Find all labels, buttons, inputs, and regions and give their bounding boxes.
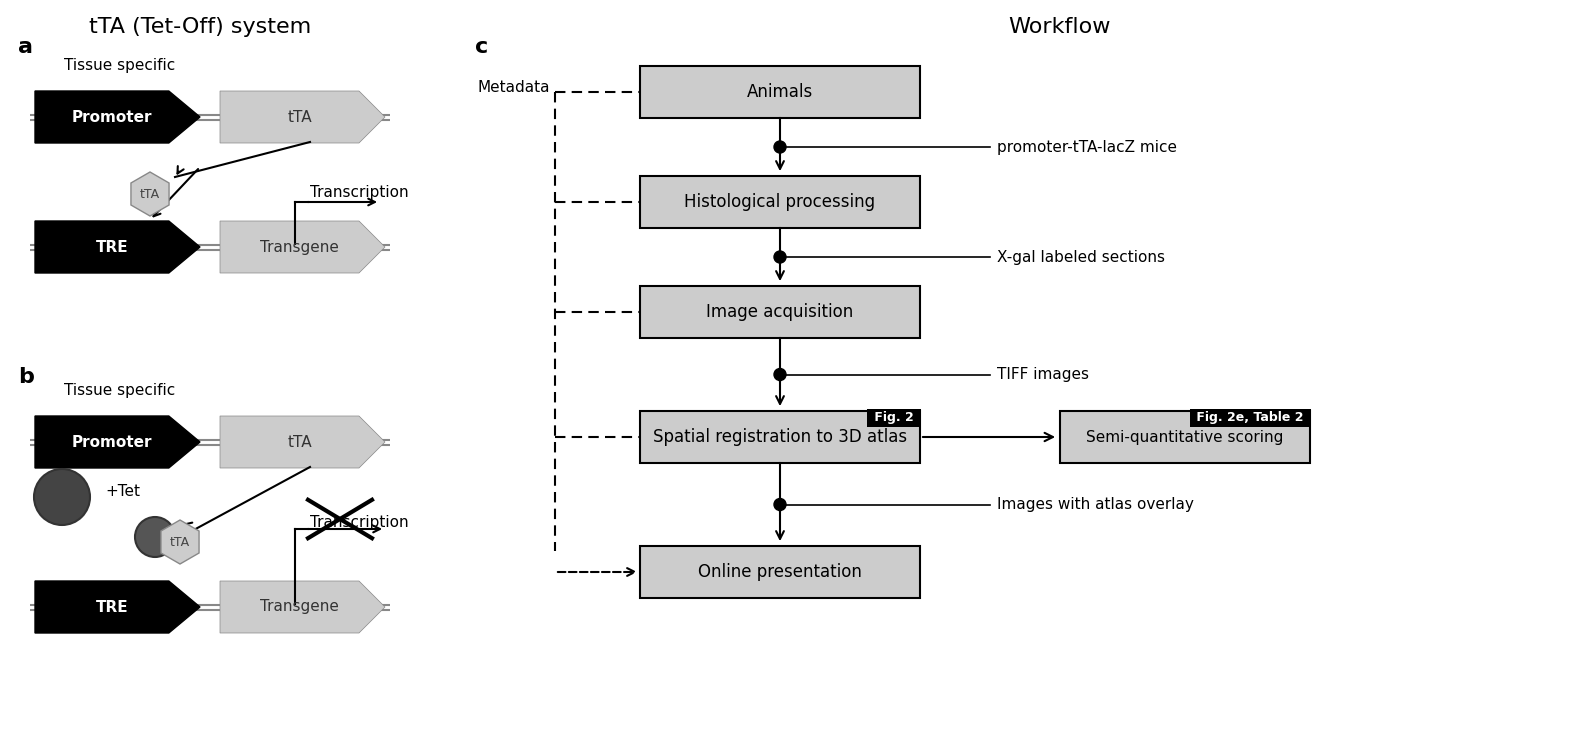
Text: a: a — [17, 37, 33, 57]
Text: Animals: Animals — [747, 83, 813, 101]
Text: tTA: tTA — [170, 536, 191, 548]
Text: TRE: TRE — [96, 240, 129, 254]
Text: tTA (Tet-Off) system: tTA (Tet-Off) system — [88, 17, 312, 37]
FancyBboxPatch shape — [639, 176, 920, 228]
Circle shape — [773, 498, 786, 511]
Circle shape — [773, 251, 786, 263]
Text: tTA: tTA — [140, 187, 161, 200]
Circle shape — [135, 517, 175, 557]
Text: Semi-quantitative scoring: Semi-quantitative scoring — [1087, 430, 1284, 444]
Text: Metadata: Metadata — [477, 80, 550, 94]
Text: Image acquisition: Image acquisition — [706, 303, 854, 321]
Text: TRE: TRE — [96, 599, 129, 615]
Text: X-gal labeled sections: X-gal labeled sections — [997, 250, 1166, 265]
Polygon shape — [221, 91, 384, 143]
Text: c: c — [476, 37, 488, 57]
Polygon shape — [131, 172, 169, 216]
Text: Tissue specific: Tissue specific — [65, 383, 176, 398]
Text: b: b — [17, 367, 35, 387]
Polygon shape — [35, 221, 200, 273]
Text: Promoter: Promoter — [72, 110, 153, 125]
Polygon shape — [35, 91, 200, 143]
Text: tTA: tTA — [288, 110, 312, 125]
Text: Histological processing: Histological processing — [685, 193, 876, 211]
Text: tTA: tTA — [288, 435, 312, 450]
Text: promoter-tTA-lacZ mice: promoter-tTA-lacZ mice — [997, 139, 1177, 155]
Text: Transgene: Transgene — [260, 240, 339, 254]
Text: +Tet: +Tet — [106, 484, 140, 500]
FancyBboxPatch shape — [639, 546, 920, 598]
FancyBboxPatch shape — [639, 286, 920, 338]
Text: TIFF images: TIFF images — [997, 367, 1088, 382]
Polygon shape — [221, 581, 384, 633]
FancyBboxPatch shape — [1060, 411, 1310, 463]
Polygon shape — [161, 520, 198, 564]
Text: Fig. 2e, Table 2: Fig. 2e, Table 2 — [1192, 411, 1307, 424]
Circle shape — [35, 469, 90, 525]
Text: Transgene: Transgene — [260, 599, 339, 615]
Text: Images with atlas overlay: Images with atlas overlay — [997, 497, 1194, 512]
Circle shape — [773, 141, 786, 153]
Text: Transcription: Transcription — [310, 514, 408, 529]
Text: Workflow: Workflow — [1008, 17, 1112, 37]
FancyBboxPatch shape — [639, 66, 920, 118]
Text: Promoter: Promoter — [72, 435, 153, 450]
Text: Spatial registration to 3D atlas: Spatial registration to 3D atlas — [654, 428, 907, 446]
Polygon shape — [221, 221, 384, 273]
Text: Online presentation: Online presentation — [698, 563, 862, 581]
Polygon shape — [221, 416, 384, 468]
Polygon shape — [35, 416, 200, 468]
Text: Fig. 2: Fig. 2 — [869, 411, 918, 424]
Polygon shape — [35, 581, 200, 633]
Text: Transcription: Transcription — [310, 184, 408, 200]
FancyBboxPatch shape — [639, 411, 920, 463]
Circle shape — [773, 368, 786, 380]
Text: Tissue specific: Tissue specific — [65, 58, 176, 73]
